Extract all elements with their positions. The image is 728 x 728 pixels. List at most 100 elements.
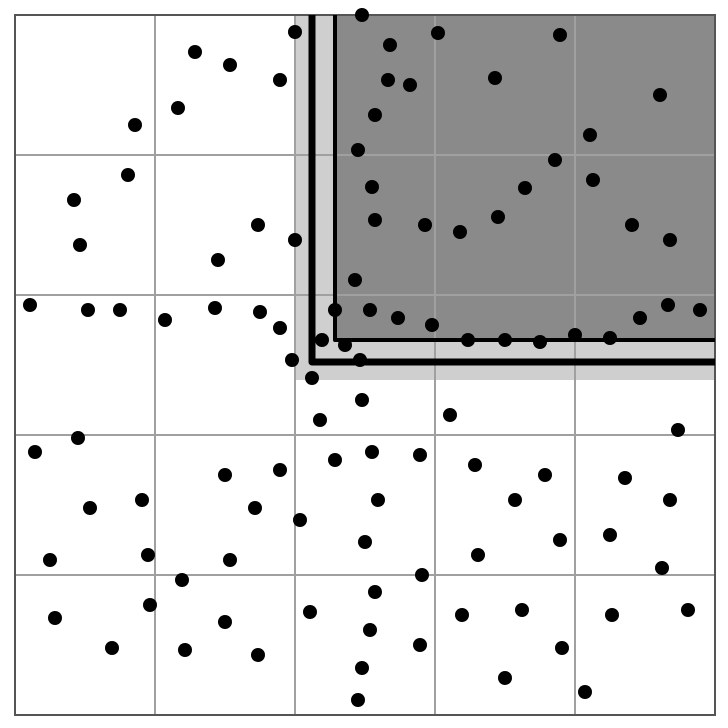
point-marker xyxy=(583,128,597,142)
point-marker xyxy=(248,501,262,515)
point-marker xyxy=(223,553,237,567)
point-marker xyxy=(328,453,342,467)
point-marker xyxy=(71,431,85,445)
point-marker xyxy=(338,338,352,352)
point-marker xyxy=(413,638,427,652)
point-marker xyxy=(141,548,155,562)
point-marker xyxy=(315,333,329,347)
point-marker xyxy=(553,533,567,547)
point-marker xyxy=(533,335,547,349)
point-marker xyxy=(381,73,395,87)
point-marker xyxy=(365,445,379,459)
point-marker xyxy=(693,303,707,317)
point-marker xyxy=(48,611,62,625)
point-marker xyxy=(73,238,87,252)
point-marker xyxy=(363,623,377,637)
point-marker xyxy=(655,561,669,575)
point-marker xyxy=(353,353,367,367)
point-marker xyxy=(105,641,119,655)
point-marker xyxy=(453,225,467,239)
point-marker xyxy=(461,333,475,347)
point-marker xyxy=(498,671,512,685)
point-marker xyxy=(355,8,369,22)
point-marker xyxy=(328,303,342,317)
point-marker xyxy=(555,641,569,655)
point-marker xyxy=(351,693,365,707)
point-marker xyxy=(175,573,189,587)
point-marker xyxy=(365,180,379,194)
point-marker xyxy=(663,233,677,247)
point-marker xyxy=(391,311,405,325)
point-marker xyxy=(158,313,172,327)
point-marker xyxy=(135,493,149,507)
point-marker xyxy=(223,58,237,72)
point-marker xyxy=(251,218,265,232)
point-marker xyxy=(273,463,287,477)
point-marker xyxy=(305,371,319,385)
point-marker xyxy=(81,303,95,317)
point-marker xyxy=(518,181,532,195)
point-marker xyxy=(548,153,562,167)
point-marker xyxy=(355,661,369,675)
point-marker xyxy=(681,603,695,617)
point-marker xyxy=(121,168,135,182)
point-marker xyxy=(288,25,302,39)
point-marker xyxy=(498,333,512,347)
point-marker xyxy=(625,218,639,232)
point-marker xyxy=(368,108,382,122)
point-marker xyxy=(468,458,482,472)
point-marker xyxy=(358,535,372,549)
point-marker xyxy=(663,493,677,507)
point-marker xyxy=(368,213,382,227)
point-marker xyxy=(288,233,302,247)
quadrant-inner xyxy=(335,15,715,340)
point-marker xyxy=(368,585,382,599)
point-marker xyxy=(253,305,267,319)
point-marker xyxy=(28,445,42,459)
point-marker xyxy=(491,210,505,224)
point-marker xyxy=(633,311,647,325)
grid-scatter-diagram xyxy=(0,0,728,728)
point-marker xyxy=(603,528,617,542)
point-marker xyxy=(143,598,157,612)
point-marker xyxy=(605,608,619,622)
point-marker xyxy=(273,321,287,335)
point-marker xyxy=(211,253,225,267)
point-marker xyxy=(455,608,469,622)
point-marker xyxy=(313,413,327,427)
point-marker xyxy=(208,301,222,315)
point-marker xyxy=(128,118,142,132)
point-marker xyxy=(471,548,485,562)
point-marker xyxy=(618,471,632,485)
point-marker xyxy=(218,615,232,629)
point-marker xyxy=(355,393,369,407)
point-marker xyxy=(113,303,127,317)
point-marker xyxy=(515,603,529,617)
point-marker xyxy=(418,218,432,232)
point-marker xyxy=(188,45,202,59)
point-marker xyxy=(415,568,429,582)
point-marker xyxy=(538,468,552,482)
point-marker xyxy=(351,143,365,157)
point-marker xyxy=(348,273,362,287)
point-marker xyxy=(653,88,667,102)
point-marker xyxy=(303,605,317,619)
point-marker xyxy=(403,78,417,92)
point-marker xyxy=(363,303,377,317)
point-marker xyxy=(413,448,427,462)
point-marker xyxy=(671,423,685,437)
point-marker xyxy=(661,298,675,312)
point-marker xyxy=(553,28,567,42)
point-marker xyxy=(425,318,439,332)
point-marker xyxy=(293,513,307,527)
point-marker xyxy=(178,643,192,657)
point-marker xyxy=(568,328,582,342)
point-marker xyxy=(383,38,397,52)
point-marker xyxy=(218,468,232,482)
point-marker xyxy=(603,331,617,345)
point-marker xyxy=(171,101,185,115)
point-marker xyxy=(273,73,287,87)
point-marker xyxy=(23,298,37,312)
point-marker xyxy=(83,501,97,515)
point-marker xyxy=(67,193,81,207)
